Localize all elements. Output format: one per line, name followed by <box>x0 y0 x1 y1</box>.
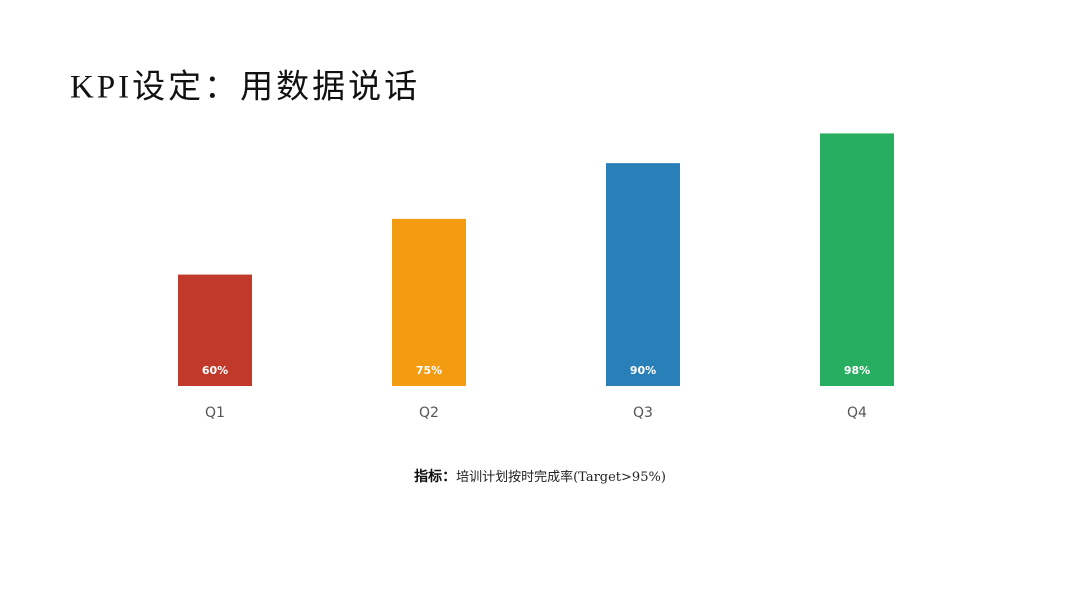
bar <box>820 133 894 386</box>
caption-text: 培训计划按时完成率(Target>95%) <box>456 469 666 485</box>
chart-title: KPI设定：用数据说话 <box>70 69 420 106</box>
caption: 指标：培训计划按时完成率(Target>95%) <box>414 468 666 485</box>
bar <box>606 163 680 386</box>
bar <box>392 218 466 386</box>
value-label: 75% <box>416 364 442 377</box>
value-label: 98% <box>844 364 870 377</box>
value-label: 60% <box>202 364 228 377</box>
x-tick-label: Q2 <box>419 405 439 421</box>
x-tick-label: Q1 <box>205 405 225 421</box>
bar <box>178 274 252 386</box>
x-tick-label: Q3 <box>633 405 653 421</box>
x-tick-label: Q4 <box>847 405 867 421</box>
caption-label: 指标： <box>414 468 456 485</box>
value-label: 90% <box>630 364 656 377</box>
